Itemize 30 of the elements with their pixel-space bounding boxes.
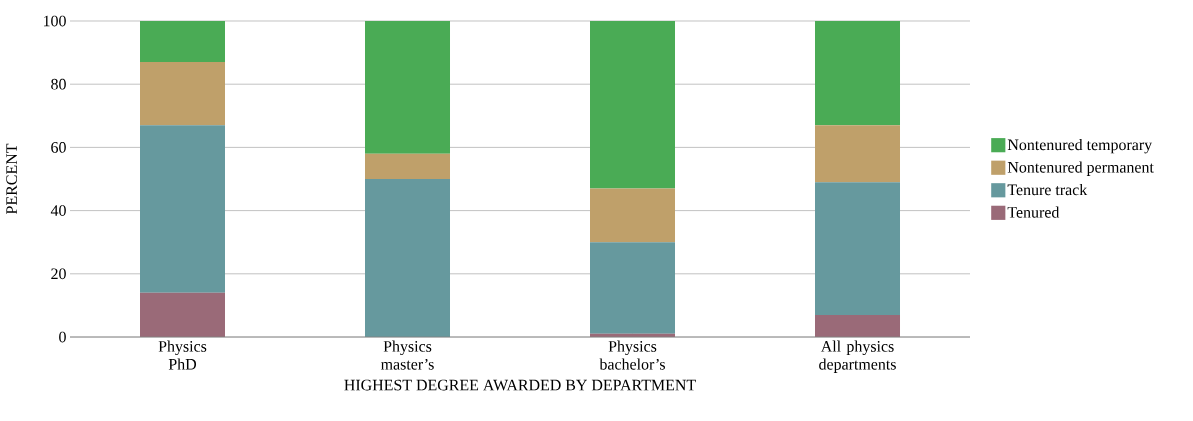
bar bbox=[815, 314, 900, 337]
bar bbox=[140, 62, 225, 126]
bar bbox=[365, 179, 450, 337]
y-tick-label: 80 bbox=[51, 78, 66, 90]
y-tick-label: 40 bbox=[50, 205, 66, 216]
bar bbox=[365, 153, 450, 179]
bar bbox=[815, 125, 900, 183]
y-axis-title: PERCENT bbox=[6, 143, 17, 214]
legend-label: Tenure track bbox=[1007, 183, 1088, 196]
x-tick-label: Physics bachelor’s bbox=[599, 340, 665, 370]
y-tick-label: 0 bbox=[59, 331, 66, 343]
bar bbox=[140, 125, 225, 293]
y-tick-label: 100 bbox=[43, 15, 66, 27]
legend-label: Tenured bbox=[1007, 206, 1060, 218]
bar bbox=[140, 292, 225, 337]
x-tick-label: Physics PhD bbox=[158, 340, 207, 370]
x-tick-label: All physics departments bbox=[819, 340, 896, 373]
legend-label: Nontenured temporary bbox=[1007, 138, 1153, 154]
x-tick-label: Physics master’s bbox=[380, 340, 434, 370]
x-axis-title: HIGHEST DEGREE AWARDED BY DEPARTMENT bbox=[344, 379, 696, 391]
legend-label: Nontenured permanent bbox=[1007, 161, 1154, 176]
bar bbox=[140, 21, 225, 63]
bar bbox=[815, 182, 900, 315]
bar bbox=[590, 188, 675, 243]
y-tick-label: 60 bbox=[51, 142, 66, 153]
bar bbox=[590, 21, 675, 189]
y-tick-label: 20 bbox=[51, 268, 66, 280]
bar bbox=[590, 242, 675, 334]
bar bbox=[815, 21, 900, 126]
bar bbox=[365, 21, 450, 154]
